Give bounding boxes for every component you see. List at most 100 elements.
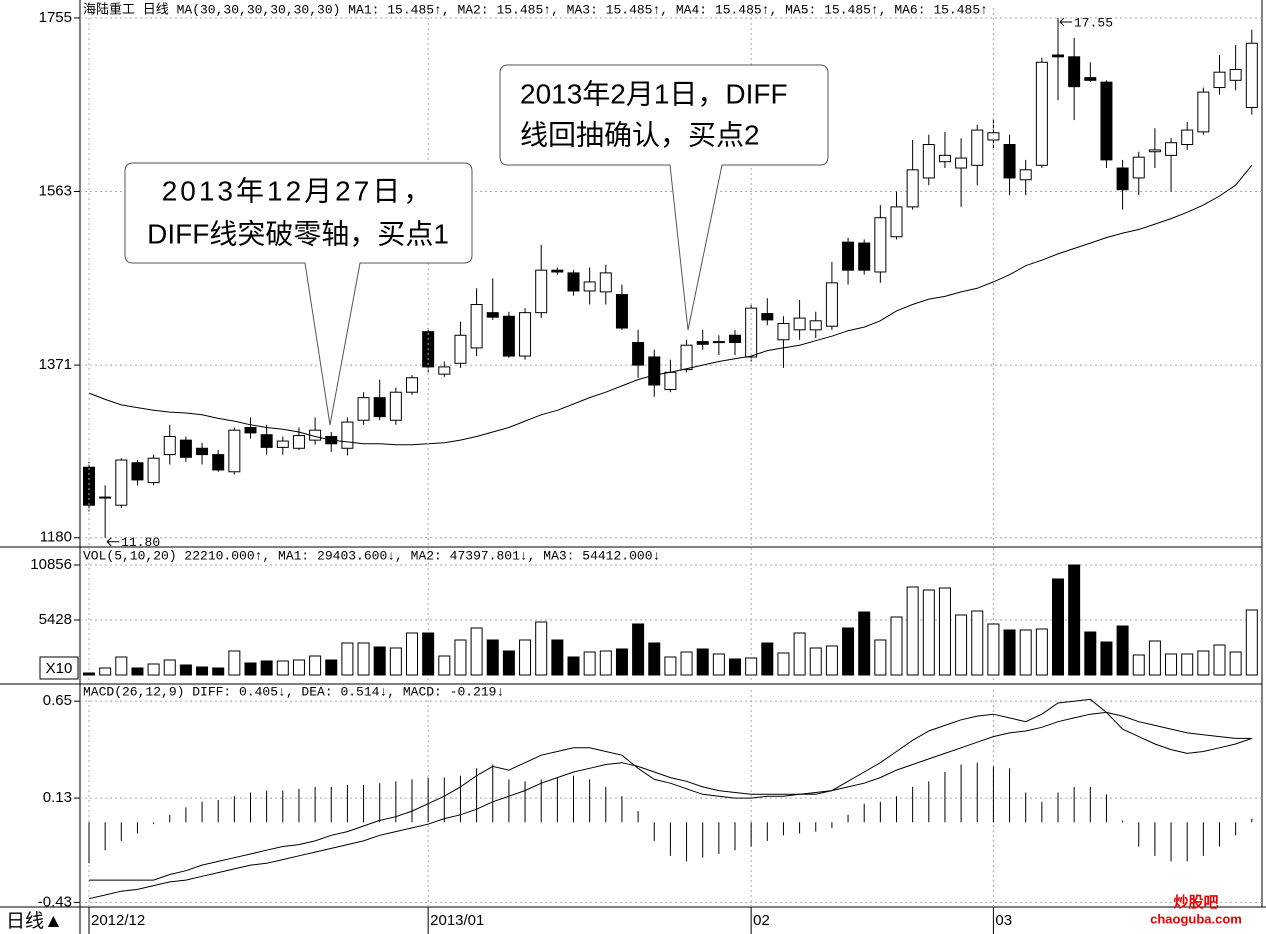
volume-bar bbox=[890, 616, 903, 676]
volume-bar bbox=[906, 586, 919, 676]
volume-bar bbox=[712, 653, 725, 676]
panel-header: 海陆重工 日线 MA(30,30,30,30,30,30) MA1: 15.48… bbox=[83, 1, 988, 17]
candle-body bbox=[341, 421, 354, 449]
volume-bar bbox=[212, 667, 225, 676]
candle-body bbox=[1068, 56, 1081, 88]
volume-bar bbox=[454, 639, 467, 676]
volume-bar bbox=[583, 651, 596, 676]
x-tick-label: 2013/01 bbox=[430, 912, 484, 929]
y-tick-label: 1755 bbox=[39, 9, 72, 26]
candle-body bbox=[1052, 54, 1064, 58]
candle-body bbox=[729, 334, 741, 343]
volume-bar bbox=[131, 667, 144, 676]
callout-box bbox=[499, 64, 829, 331]
volume-bar bbox=[1003, 629, 1016, 676]
volume-bar bbox=[1019, 629, 1032, 676]
volume-bar bbox=[1197, 650, 1210, 676]
volume-bar bbox=[99, 667, 112, 676]
volume-bar bbox=[438, 655, 451, 676]
annotation-label: 11.80 bbox=[121, 535, 160, 550]
period-label[interactable]: 日线▲ bbox=[6, 910, 63, 932]
volume-bar bbox=[228, 650, 241, 676]
volume-bar bbox=[519, 639, 532, 676]
volume-bar bbox=[406, 632, 418, 676]
candle-body bbox=[825, 282, 838, 327]
x-tick-label: 03 bbox=[995, 912, 1012, 929]
candle-body bbox=[147, 457, 160, 484]
volume-bar bbox=[567, 656, 580, 676]
callout-text: 2013年2月1日，DIFF bbox=[520, 78, 788, 109]
volume-bar bbox=[196, 666, 209, 676]
volume-bar bbox=[615, 648, 628, 676]
candle-body bbox=[1100, 81, 1113, 161]
volume-bar bbox=[260, 660, 273, 676]
candle-body bbox=[551, 269, 564, 273]
y-tick-label: 10856 bbox=[30, 556, 72, 573]
candle-body bbox=[535, 269, 548, 314]
candle-body bbox=[131, 462, 144, 481]
diff-line bbox=[89, 698, 1252, 881]
candle-body bbox=[179, 439, 192, 458]
x-tick-label: 02 bbox=[753, 912, 770, 929]
candle-body bbox=[664, 371, 677, 391]
candle-body bbox=[842, 241, 855, 271]
volume-bar bbox=[292, 659, 305, 676]
candle-body bbox=[567, 272, 580, 292]
volume-bar bbox=[858, 611, 871, 676]
candle-body bbox=[292, 435, 305, 449]
annotation-label: 17.55 bbox=[1074, 15, 1113, 30]
candle-body bbox=[922, 144, 935, 179]
candle-body bbox=[163, 436, 176, 456]
candle-body bbox=[260, 434, 273, 448]
candle-body bbox=[712, 341, 725, 344]
candle-body bbox=[486, 312, 499, 318]
candle-body bbox=[777, 323, 790, 341]
candle-body bbox=[858, 242, 871, 271]
volume-bar bbox=[842, 627, 855, 676]
volume-bar bbox=[987, 623, 1000, 676]
watermark: chaoguba.com bbox=[1150, 911, 1242, 926]
volume-bar bbox=[83, 672, 95, 676]
volume-bar bbox=[874, 639, 887, 676]
watermark: 炒股吧 bbox=[1173, 894, 1218, 912]
volume-bar bbox=[955, 614, 968, 676]
y-tick-label: 0.13 bbox=[43, 789, 72, 806]
volume-bar bbox=[341, 642, 354, 676]
candle-body bbox=[793, 317, 806, 331]
volume-bar bbox=[535, 621, 548, 676]
candle-body bbox=[244, 426, 257, 434]
candle-body bbox=[1165, 142, 1178, 156]
volume-bar bbox=[729, 658, 741, 676]
y-tick-label: 1180 bbox=[40, 529, 72, 546]
candle-body bbox=[1132, 156, 1145, 179]
volume-bar bbox=[793, 632, 806, 676]
volume-bar bbox=[1148, 640, 1161, 676]
annotation-arrow bbox=[1059, 17, 1072, 27]
candle-body bbox=[890, 206, 903, 238]
volume-bar bbox=[486, 639, 499, 676]
volume-bar bbox=[664, 656, 677, 676]
candle-body bbox=[1213, 71, 1226, 89]
candle-body bbox=[906, 169, 919, 208]
volume-bar bbox=[1229, 651, 1242, 676]
volume-bar bbox=[357, 642, 370, 676]
volume-bar bbox=[1035, 628, 1048, 676]
volume-bar bbox=[696, 648, 709, 676]
candle-body bbox=[212, 454, 225, 471]
y-tick-label: 5428 bbox=[39, 611, 72, 628]
candle-body bbox=[1229, 68, 1242, 81]
candle-body bbox=[406, 377, 418, 393]
volume-bar bbox=[599, 650, 612, 676]
volume-bar bbox=[1245, 609, 1258, 676]
dea-line bbox=[88, 711, 1252, 900]
callout-box bbox=[124, 162, 473, 426]
candle-body bbox=[1116, 167, 1129, 191]
candle-body bbox=[680, 344, 693, 371]
candle-body bbox=[1003, 144, 1016, 179]
volume-bar bbox=[1132, 654, 1145, 676]
volume-bar bbox=[422, 632, 435, 676]
volume-bar bbox=[551, 639, 564, 676]
volume-bar bbox=[147, 663, 160, 676]
candle-body bbox=[502, 315, 515, 357]
candle-body bbox=[276, 440, 289, 448]
